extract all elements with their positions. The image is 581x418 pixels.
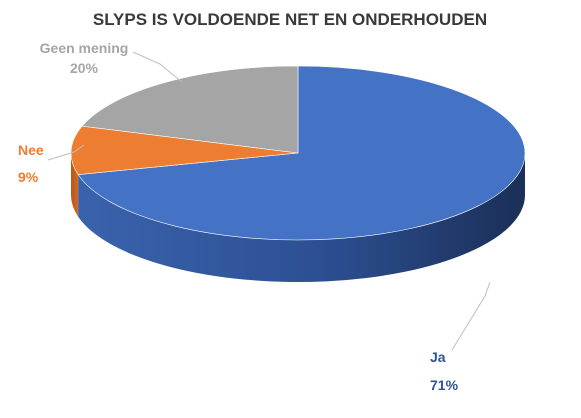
category-label-ja: Ja [430, 349, 446, 365]
pie-slices [70, 65, 526, 241]
pie-sides [71, 153, 525, 282]
pie-side-ja [78, 153, 525, 282]
leader-lines [47, 51, 491, 351]
category-label-nee: Nee [18, 142, 44, 158]
pie-slice-nee [70, 125, 299, 175]
leader-line-nee [47, 144, 85, 161]
value-label-geen-mening: 20% [70, 60, 99, 76]
leader-line-geen-mening [132, 51, 183, 83]
pie-slice-geen-mening [81, 65, 299, 154]
value-label-nee: 9% [18, 169, 39, 185]
leader-line-ja [451, 281, 491, 351]
value-label-ja: 71% [430, 377, 459, 393]
pie-side-nee [71, 153, 79, 217]
category-label-geen-mening: Geen mening [40, 40, 129, 56]
chart-title: SLYPS IS VOLDOENDE NET EN ONDERHOUDEN [93, 10, 487, 29]
data-labels: Ja 71% Nee 9% Geen mening 20% [18, 40, 459, 393]
pie-slice-ja [77, 65, 526, 241]
